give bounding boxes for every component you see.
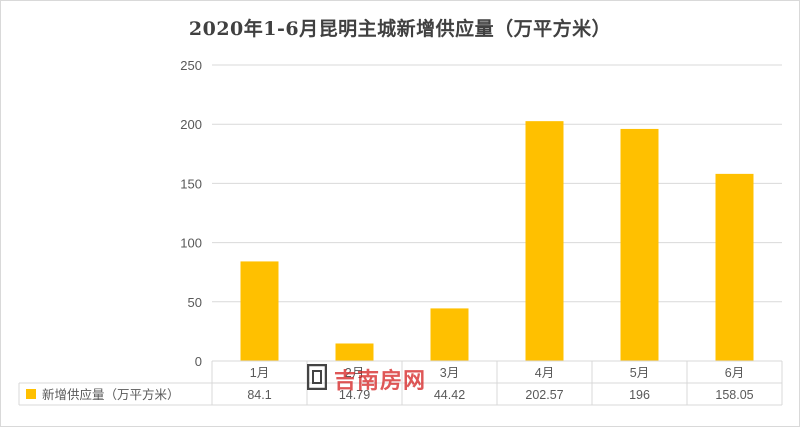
chart-title: 2020年1-6月昆明主城新增供应量（万平方米） bbox=[188, 18, 612, 40]
data-value-label: 14.79 bbox=[339, 388, 370, 402]
bar bbox=[335, 343, 374, 361]
bar bbox=[525, 121, 564, 361]
y-tick-label: 50 bbox=[188, 295, 202, 310]
bars bbox=[240, 121, 754, 361]
data-value-label: 202.57 bbox=[525, 388, 563, 402]
data-value-label: 196 bbox=[629, 388, 650, 402]
bar bbox=[715, 173, 754, 361]
gridlines bbox=[212, 64, 782, 362]
legend-swatch bbox=[26, 389, 36, 399]
bar bbox=[430, 308, 469, 361]
data-value-label: 44.42 bbox=[434, 388, 465, 402]
y-tick-label: 200 bbox=[180, 117, 202, 132]
watermark-text: 吉南房网 bbox=[334, 369, 427, 394]
bar bbox=[240, 261, 279, 361]
bar bbox=[620, 128, 659, 361]
data-value-label: 84.1 bbox=[247, 388, 271, 402]
watermark-logo-icon bbox=[307, 364, 327, 390]
y-tick-label: 0 bbox=[195, 354, 202, 369]
legend-series-name: 新增供应量（万平方米） bbox=[42, 387, 180, 402]
x-category-label: 5月 bbox=[630, 366, 649, 380]
y-axis: 0 50 100 150 200 250 bbox=[180, 58, 202, 369]
x-category-label: 3月 bbox=[440, 366, 459, 380]
y-tick-label: 150 bbox=[180, 176, 202, 191]
x-category-label: 1月 bbox=[250, 366, 269, 380]
y-tick-label: 250 bbox=[180, 58, 202, 73]
data-value-label: 158.05 bbox=[715, 388, 753, 402]
x-category-label: 6月 bbox=[725, 366, 744, 380]
y-tick-label: 100 bbox=[180, 236, 202, 251]
x-category-label: 4月 bbox=[535, 366, 554, 380]
x-category-label: 2月 bbox=[345, 366, 364, 380]
